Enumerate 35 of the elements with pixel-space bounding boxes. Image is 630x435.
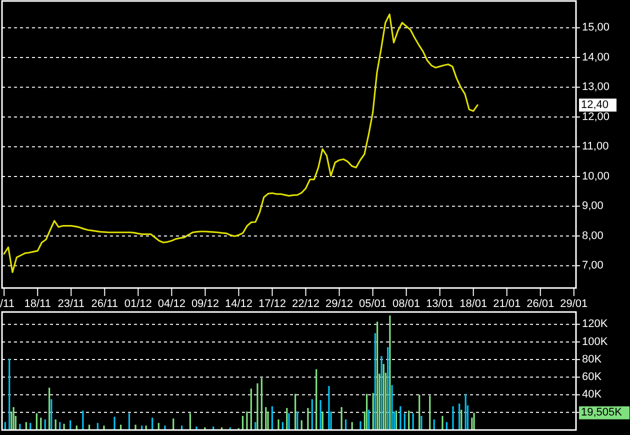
y-tick-label: 60K	[582, 371, 602, 384]
x-tick-label: 17/12	[258, 298, 286, 310]
line-series	[3, 14, 478, 274]
x-tick-label: 04/12	[158, 298, 186, 310]
y-tick-label: 100K	[582, 336, 608, 348]
x-tick-label: 18/01	[460, 298, 488, 310]
x-tick-label: /11	[0, 298, 14, 310]
x-tick-label: 14/12	[224, 298, 252, 310]
y-tick-label: 11,00	[582, 140, 609, 153]
y-tick-label: 15,00	[582, 22, 610, 34]
y-tick-label: 8,00	[582, 230, 604, 242]
x-tick-label: 29/01	[560, 298, 588, 310]
x-tick-label: 29/12	[326, 298, 354, 310]
x-tick-label: 13/01	[426, 298, 454, 310]
text: 19,505K	[581, 406, 623, 419]
x-tick-label: 21/01	[493, 298, 521, 310]
y-tick-label: 7,00	[582, 260, 604, 272]
y-tick-label: 80K	[582, 353, 602, 366]
x-tick-label: 01/12	[124, 298, 152, 310]
x-tick-label: 26/11	[91, 298, 118, 310]
x-tick-label: 18/11	[24, 298, 51, 310]
y-tick-label: 13,00	[582, 81, 610, 94]
y-tick-label: 12,00	[582, 110, 610, 123]
x-tick-label: 08/01	[392, 298, 420, 310]
x-tick-label: 05/01	[359, 298, 387, 310]
y-tick-label: 120K	[582, 318, 608, 330]
y-tick-label: 40K	[582, 388, 602, 401]
text: 12,40	[581, 99, 609, 111]
y-tick-label: 10,00	[582, 170, 610, 182]
x-tick-label: 26/01	[526, 298, 554, 310]
y-tick-label: 14,00	[582, 51, 610, 64]
x-tick-label: 09/12	[191, 298, 219, 310]
x-tick-label: 23/11	[58, 298, 84, 310]
y-tick-label: 9,00	[582, 200, 604, 212]
x-tick-label: 22/12	[292, 298, 320, 310]
